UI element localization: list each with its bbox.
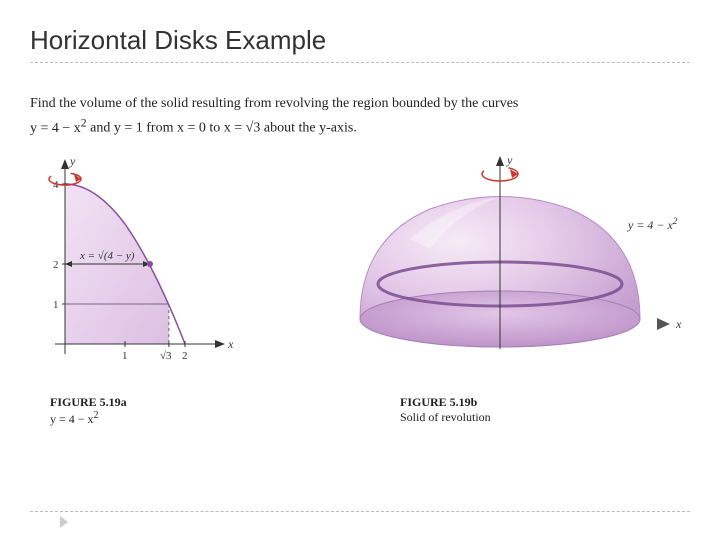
figure-b-svg: y x y = 4 − x2 — [300, 149, 700, 384]
y-axis-3d-arrow-icon — [496, 156, 504, 166]
x-axis-3d-arrow-icon — [657, 318, 670, 330]
eq-x0: x = 0 — [177, 121, 206, 136]
figure-5-19b: y x y = 4 − x2 FIGURE 5.19b Solid of rev… — [300, 149, 700, 427]
x-axis-arrow-icon — [215, 340, 225, 348]
page-title: Horizontal Disks Example — [30, 25, 690, 56]
y-axis-arrow-icon — [61, 159, 69, 169]
x-axis-label: x — [227, 337, 234, 351]
problem-statement: Find the volume of the solid resulting f… — [0, 73, 720, 139]
xtick-sqrt3: √3 — [160, 350, 172, 362]
y-axis-3d-label: y — [506, 153, 513, 167]
x-axis-3d-label: x — [675, 317, 682, 331]
problem-line1: Find the volume of the solid resulting f… — [30, 96, 518, 111]
ytick-2: 2 — [53, 259, 59, 271]
eq-x1: x = √3 — [224, 121, 264, 136]
xtick-1: 1 — [122, 350, 128, 362]
ytick-1: 1 — [53, 299, 59, 311]
figure-b-caption: FIGURE 5.19b Solid of revolution — [300, 395, 700, 425]
xtick-2: 2 — [182, 350, 188, 362]
figure-5-19a: 1 2 4 1 √3 2 y x x = √(4 − y) — [10, 149, 290, 427]
figure-a-caption: FIGURE 5.19a y = 4 − x2 — [10, 395, 290, 427]
y-axis-label: y — [69, 154, 76, 168]
footer-arrow-icon — [60, 516, 68, 528]
footer-divider — [30, 511, 690, 512]
eq-y2: y = 1 — [114, 121, 143, 136]
point-on-curve — [147, 261, 153, 267]
curve-equation-label: y = 4 − x2 — [627, 216, 678, 232]
eq-y1: y = 4 − x2 — [30, 121, 90, 136]
title-divider — [30, 62, 690, 63]
figure-a-svg: 1 2 4 1 √3 2 y x x = √(4 − y) — [10, 149, 290, 384]
x-equation-label: x = √(4 − y) — [79, 250, 135, 262]
